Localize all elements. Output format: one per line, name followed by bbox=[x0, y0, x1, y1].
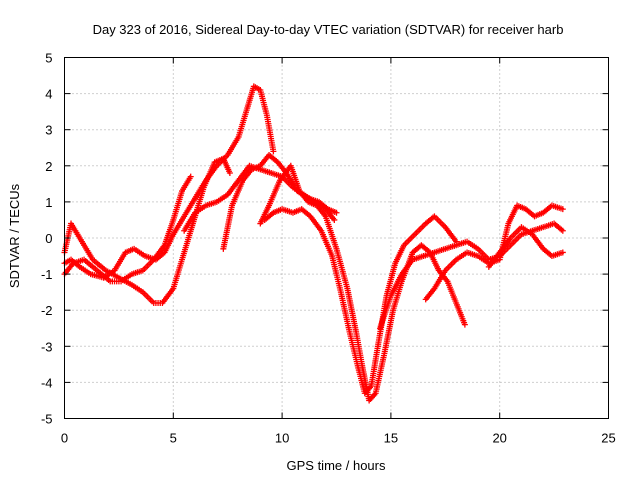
data-point bbox=[270, 148, 277, 155]
y-tick-label: 4 bbox=[45, 87, 52, 102]
x-tick-label: 5 bbox=[170, 431, 177, 446]
y-tick-label: 1 bbox=[45, 195, 52, 210]
data-point bbox=[461, 321, 468, 328]
grid bbox=[64, 57, 609, 419]
axis-ticks: 0 5 10 15 20 25 -5 -4 -3 -2 -1 0 1 2 3 4 5 bbox=[41, 51, 616, 446]
data-points bbox=[61, 83, 566, 404]
y-tick-label: -5 bbox=[41, 412, 53, 427]
data-point bbox=[226, 170, 233, 177]
data-point bbox=[331, 216, 338, 223]
y-axis-label: SDTVAR / TECUs bbox=[7, 183, 22, 288]
data-point bbox=[559, 249, 566, 256]
x-tick-label: 0 bbox=[61, 431, 68, 446]
x-axis-label: GPS time / hours bbox=[287, 458, 386, 473]
data-point bbox=[187, 173, 194, 180]
y-tick-label: 2 bbox=[45, 159, 52, 174]
chart-title: Day 323 of 2016, Sidereal Day-to-day VTE… bbox=[93, 22, 564, 37]
y-tick-label: -1 bbox=[41, 267, 53, 282]
data-point bbox=[559, 227, 566, 234]
y-tick-label: 0 bbox=[45, 231, 52, 246]
y-tick-label: -4 bbox=[41, 375, 53, 390]
x-tick-label: 25 bbox=[601, 431, 615, 446]
y-tick-label: 3 bbox=[45, 123, 52, 138]
x-tick-label: 15 bbox=[384, 431, 398, 446]
x-tick-label: 10 bbox=[275, 431, 289, 446]
data-point bbox=[559, 206, 566, 213]
x-tick-label: 20 bbox=[492, 431, 506, 446]
data-point bbox=[333, 209, 340, 216]
y-tick-label: -3 bbox=[41, 339, 53, 354]
y-tick-label: 5 bbox=[45, 51, 52, 66]
y-tick-label: -2 bbox=[41, 303, 53, 318]
